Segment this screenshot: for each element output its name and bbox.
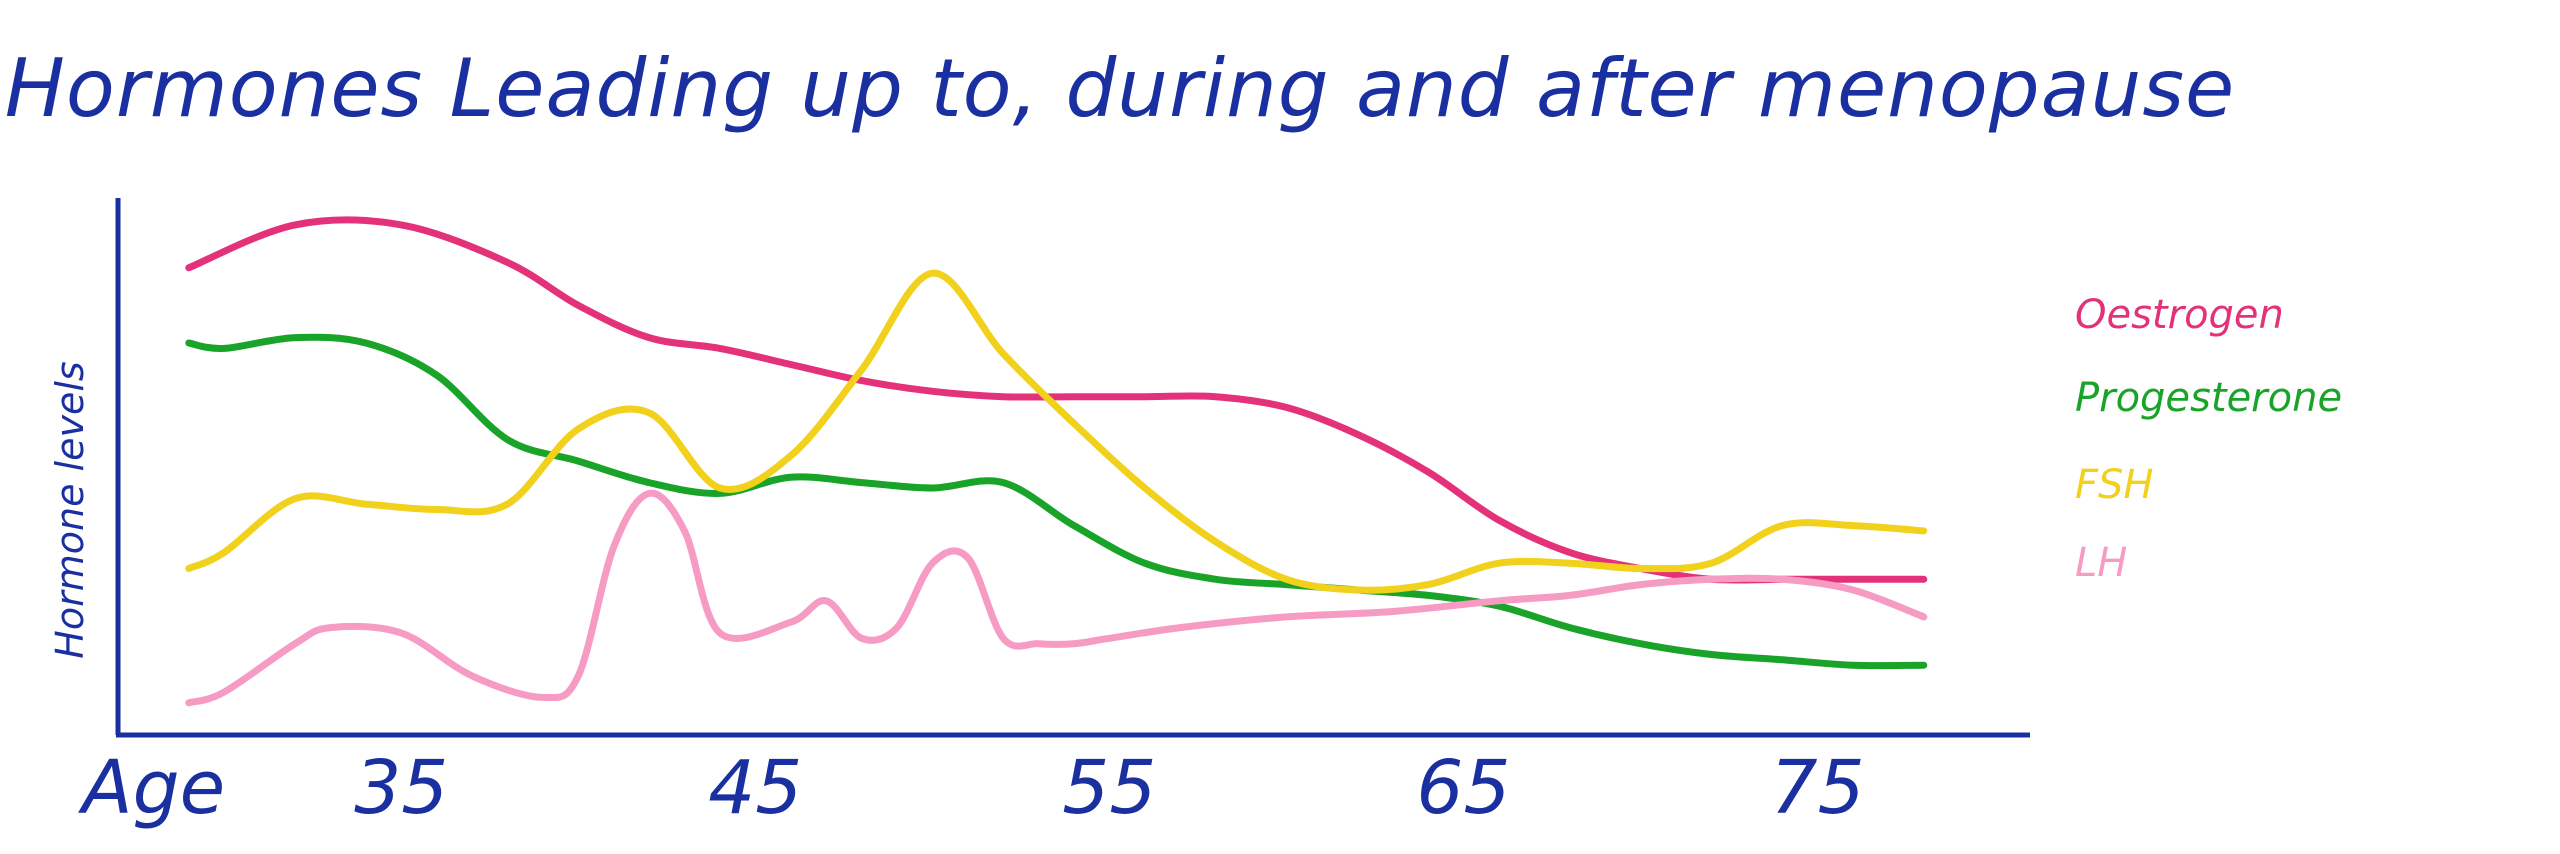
x-tick-label-45: 45	[708, 745, 803, 831]
legend-item-progesterone: Progesterone	[2075, 375, 2343, 421]
legend-item-fsh: FSH	[2075, 462, 2154, 508]
x-tick-label-75: 75	[1770, 745, 1865, 831]
x-tick-label-35: 35	[354, 745, 449, 831]
x-axis-label: Age	[82, 745, 226, 831]
legend-item-lh: LH	[2075, 540, 2128, 586]
legend-item-oestrogen: Oestrogen	[2075, 292, 2284, 338]
series-line-oestrogen	[185, 216, 1928, 584]
chart-title: Hormones Leading up to, during and after…	[4, 42, 2236, 135]
x-tick-label-55: 55	[1062, 745, 1157, 831]
series-group	[185, 216, 1928, 707]
series-line-fsh	[185, 269, 1928, 594]
x-tick-label-65: 65	[1416, 745, 1511, 831]
y-axis-label: Hormone levels	[48, 361, 92, 659]
series-line-progesterone	[185, 333, 1928, 670]
series-line-lh	[185, 489, 1928, 707]
